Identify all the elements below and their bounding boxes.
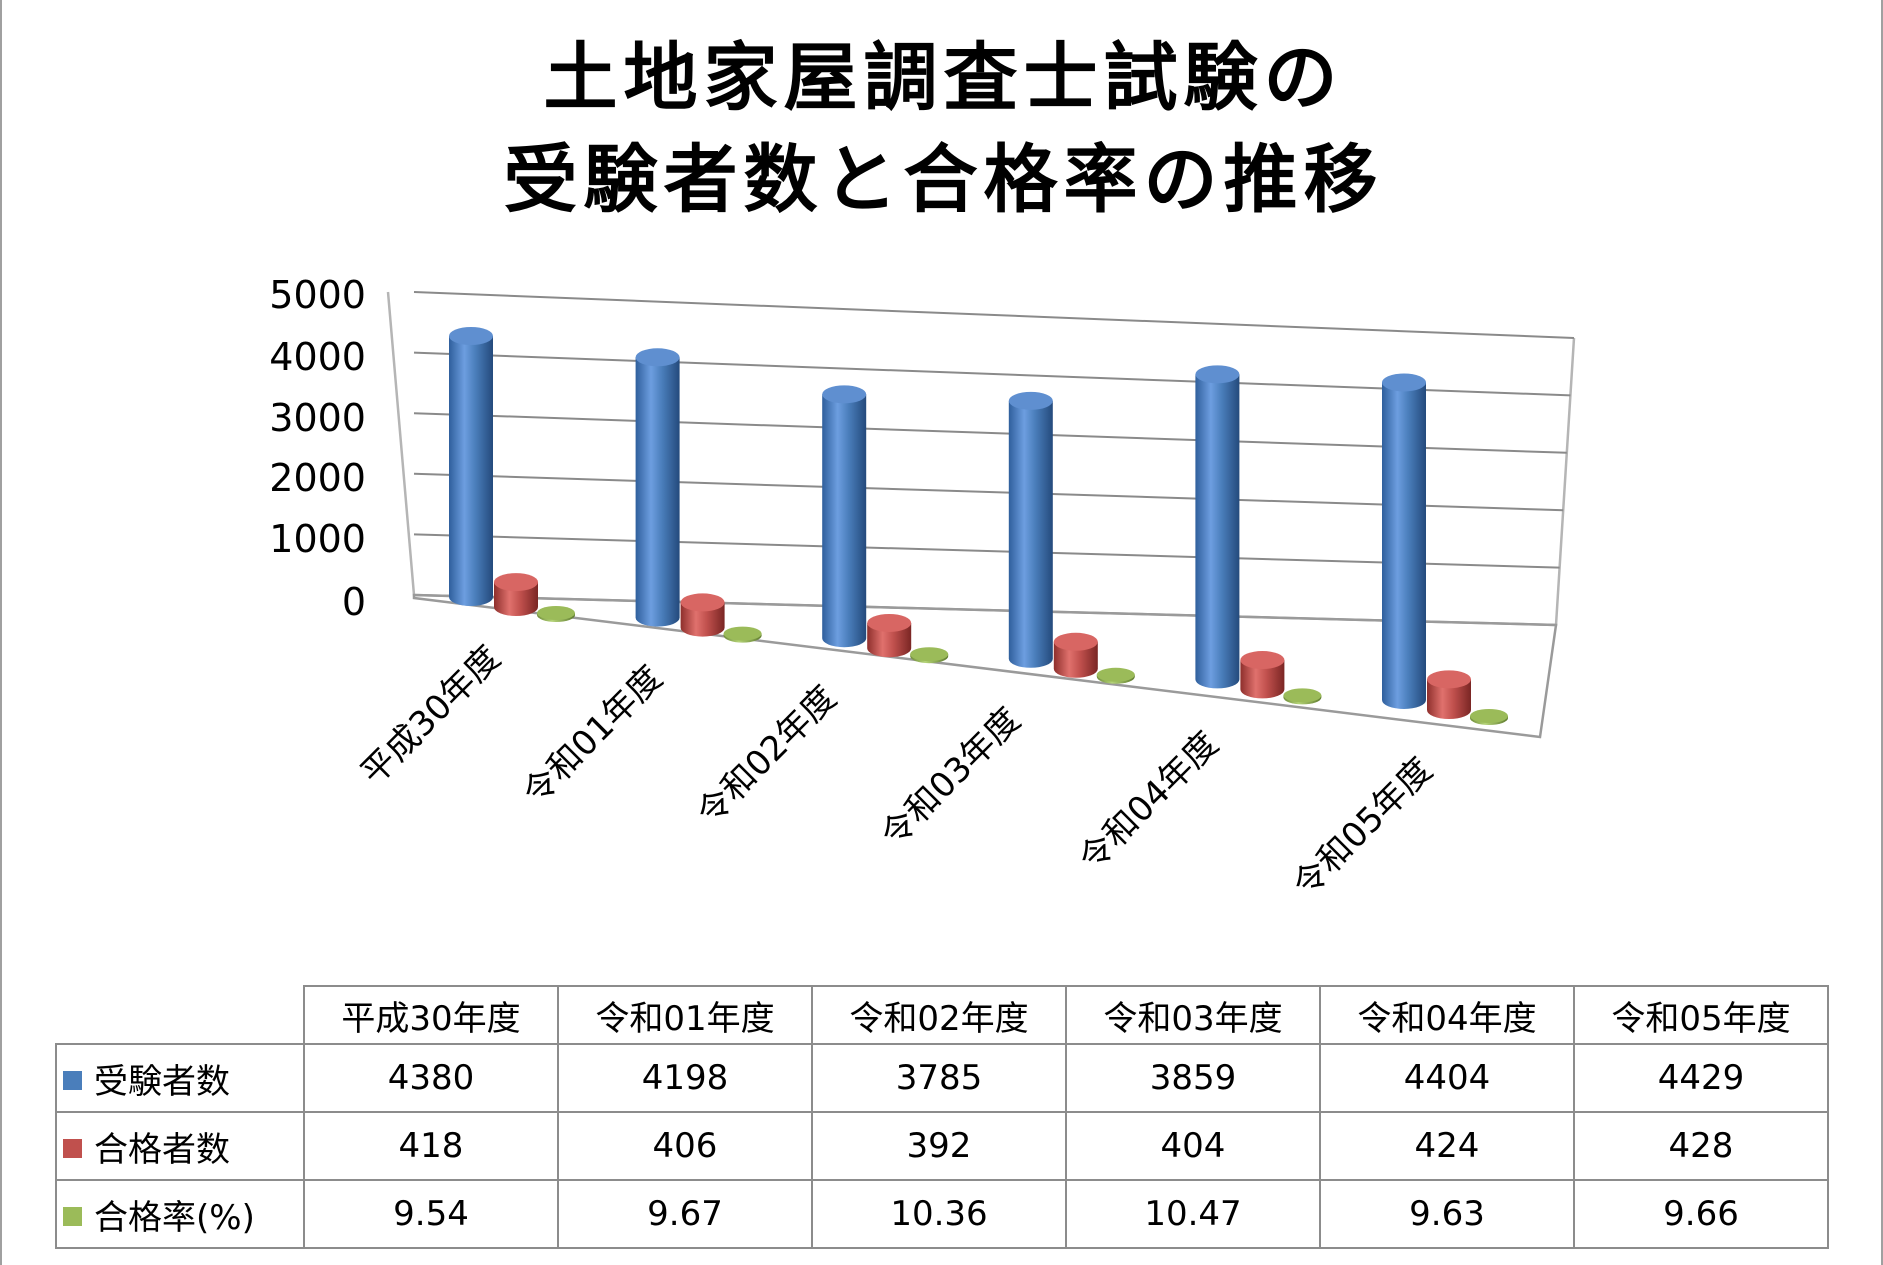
column-受験者数 xyxy=(1382,373,1426,709)
column-受験者数 xyxy=(1195,365,1240,689)
chart-title-line-1: 土地家屋調査士試験の xyxy=(543,35,1344,121)
table-cell: 404 xyxy=(1065,1111,1321,1181)
table-cell: 9.67 xyxy=(557,1179,813,1249)
x-tick-label: 令和03年度 xyxy=(873,700,1028,855)
data-table: 平成30年度 令和01年度 令和02年度 令和03年度 令和04年度 令和05年度 受験者… xyxy=(55,985,1829,1249)
column-受験者数 xyxy=(635,348,680,627)
column-chart-3d: 0 1000 2000 3000 4000 5000 平成30年度 令和01年度 令和02年度… xyxy=(269,273,1576,905)
column-合格率(%) xyxy=(537,606,575,622)
table-cell: 10.47 xyxy=(1065,1179,1321,1249)
column-合格率(%) xyxy=(1283,688,1322,705)
column-合格率(%) xyxy=(910,647,949,664)
table-cell: 4198 xyxy=(557,1043,813,1113)
legend-swatch xyxy=(63,1138,82,1158)
legend-label: 受験者数 xyxy=(94,1061,230,1102)
table-cell: 9.63 xyxy=(1319,1179,1575,1249)
gridline xyxy=(413,472,1564,512)
table-cell: 418 xyxy=(303,1111,559,1181)
column-受験者数 xyxy=(822,385,867,648)
table-cell: 3859 xyxy=(1065,1043,1321,1113)
table-column-header: 令和01年度 xyxy=(557,985,813,1045)
y-tick-label: 0 xyxy=(342,580,366,624)
table-cell: 10.36 xyxy=(811,1179,1067,1249)
table-cell: 428 xyxy=(1573,1111,1829,1181)
column-合格者数 xyxy=(1427,670,1471,719)
table-corner-cell xyxy=(56,986,305,1045)
legend-swatch xyxy=(63,1070,82,1090)
chart-title-line-2: 受験者数と合格率の推移 xyxy=(503,137,1384,223)
column-受験者数 xyxy=(449,327,493,606)
column-合格者数 xyxy=(1053,632,1098,678)
table-cell: 9.66 xyxy=(1573,1179,1829,1249)
column-受験者数 xyxy=(1008,391,1053,668)
table-header-row: 平成30年度 令和01年度 令和02年度 令和03年度 令和04年度 令和05年度 xyxy=(56,985,1829,1045)
plot-frame xyxy=(386,291,1576,739)
table-row: 合格率(%) 9.54 9.67 10.36 10.47 9.63 9.66 xyxy=(55,1179,1829,1249)
table-row-header: 合格者数 xyxy=(55,1111,305,1181)
x-tick-label: 令和01年度 xyxy=(515,658,670,813)
legend-label: 合格率(%) xyxy=(94,1197,255,1238)
table-cell: 4429 xyxy=(1573,1043,1829,1113)
table-column-header: 令和03年度 xyxy=(1065,985,1321,1045)
legend-label: 合格者数 xyxy=(94,1129,230,1170)
table-row-header: 受験者数 xyxy=(55,1043,305,1113)
y-tick-label: 3000 xyxy=(269,396,366,440)
table-cell: 3785 xyxy=(811,1043,1067,1113)
table-column-header: 令和05年度 xyxy=(1573,985,1829,1045)
column-合格者数 xyxy=(867,613,912,658)
legend-swatch xyxy=(63,1206,82,1226)
table-cell: 406 xyxy=(557,1111,813,1181)
data-columns xyxy=(449,327,1508,725)
table-cell: 4380 xyxy=(303,1043,559,1113)
gridline xyxy=(413,351,1571,397)
x-tick-label: 令和05年度 xyxy=(1285,750,1440,905)
x-tick-label: 令和04年度 xyxy=(1071,724,1226,879)
y-tick-label: 2000 xyxy=(269,456,366,500)
x-tick-label: 平成30年度 xyxy=(353,638,508,793)
x-tick-label: 令和02年度 xyxy=(689,678,844,833)
column-合格者数 xyxy=(1240,651,1285,699)
table-cell: 424 xyxy=(1319,1111,1575,1181)
column-合格率(%) xyxy=(723,626,762,643)
table-column-header: 令和02年度 xyxy=(811,985,1067,1045)
gridline xyxy=(413,412,1567,454)
table-row: 受験者数 4380 4198 3785 3859 4404 4429 xyxy=(55,1043,1829,1113)
table-row: 合格者数 418 406 392 404 424 428 xyxy=(55,1111,1829,1181)
table-cell: 4404 xyxy=(1319,1043,1575,1113)
gridline xyxy=(413,291,1575,339)
table-cell: 9.54 xyxy=(303,1179,559,1249)
column-合格者数 xyxy=(494,573,538,616)
y-tick-label: 5000 xyxy=(269,273,366,317)
table-column-header: 平成30年度 xyxy=(303,985,559,1045)
chart-floor xyxy=(412,593,1558,739)
gridline xyxy=(413,533,1560,569)
y-tick-label: 1000 xyxy=(269,517,366,561)
table-cell: 392 xyxy=(811,1111,1067,1181)
table-row-header: 合格率(%) xyxy=(55,1179,305,1249)
y-tick-label: 4000 xyxy=(269,335,366,379)
table-column-header: 令和04年度 xyxy=(1319,985,1575,1045)
y-axis-labels: 0 1000 2000 3000 4000 5000 xyxy=(269,273,366,624)
table-body: 受験者数 4380 4198 3785 3859 4404 4429 合格者数 418 406 39… xyxy=(55,1043,1829,1249)
column-合格者数 xyxy=(680,593,725,637)
column-合格率(%) xyxy=(1470,709,1508,725)
column-合格率(%) xyxy=(1096,667,1135,684)
